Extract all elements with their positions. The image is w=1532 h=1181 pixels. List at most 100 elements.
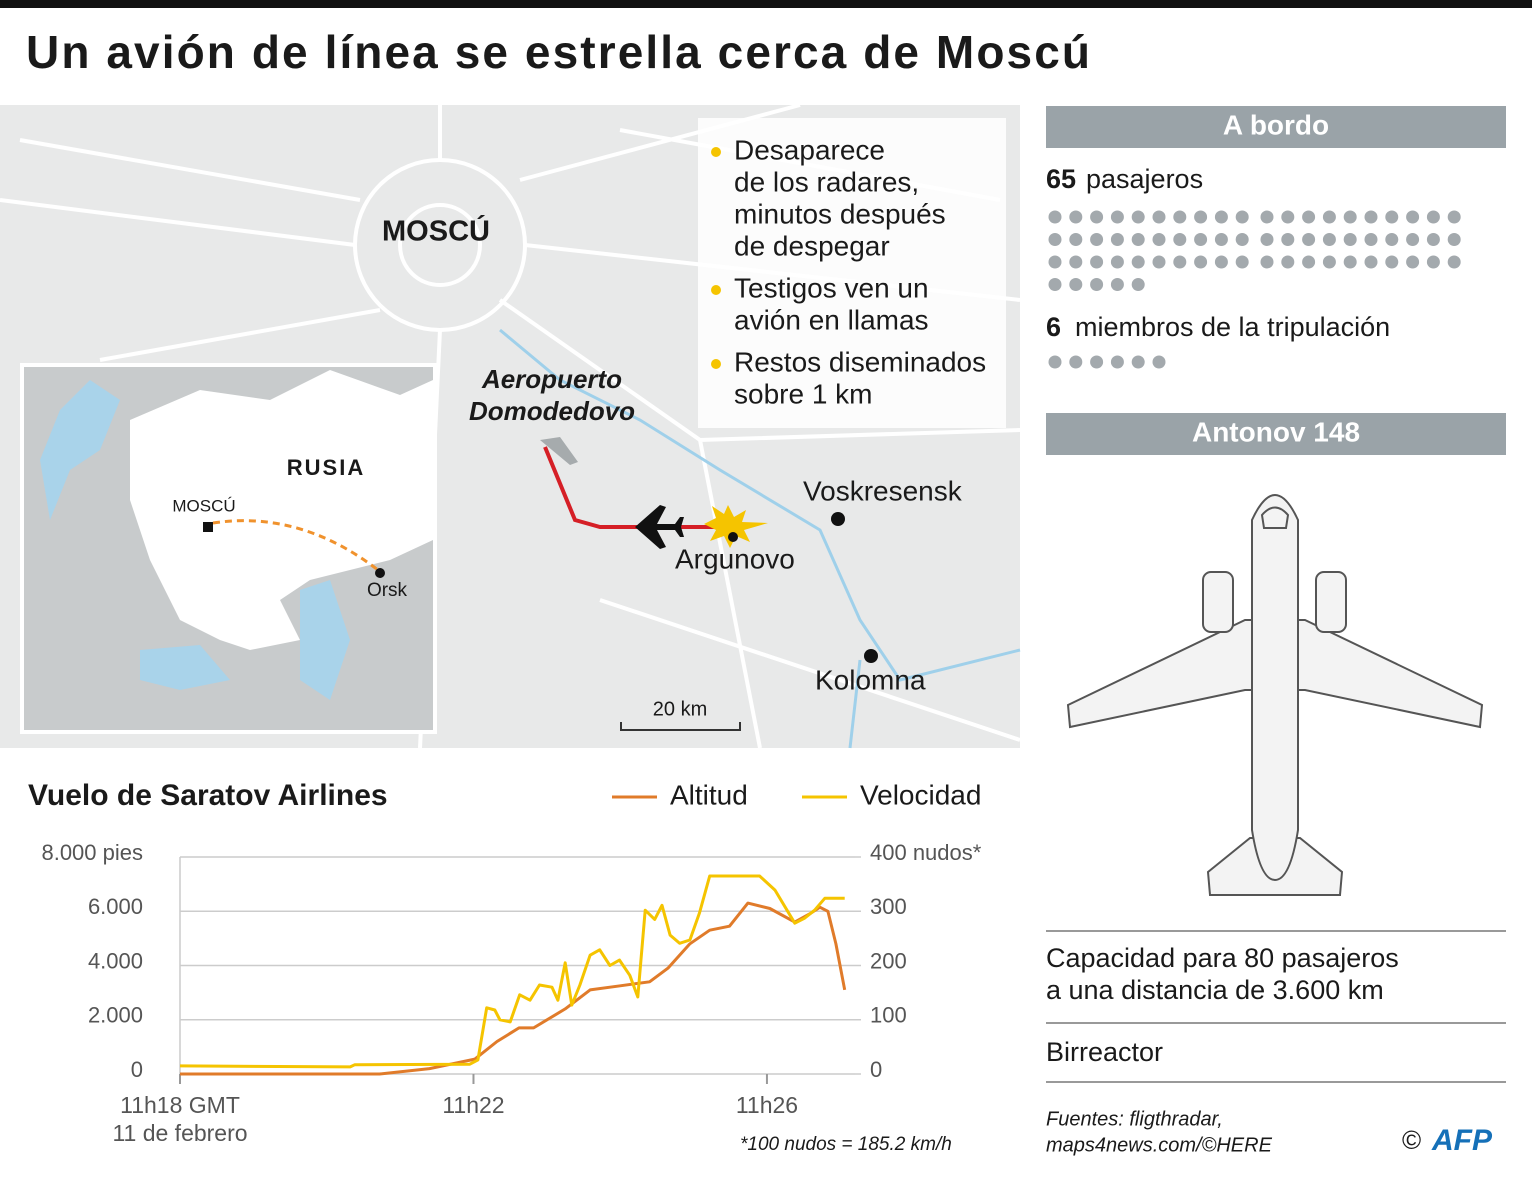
person-dot <box>1110 255 1124 269</box>
person-dot <box>1131 278 1145 291</box>
person-dot <box>1048 210 1062 224</box>
person-dot <box>1260 210 1274 224</box>
person-dot <box>1069 233 1083 246</box>
person-dot <box>1426 210 1440 224</box>
airport-label: Domodedovo <box>469 396 635 426</box>
y2-tick-label: 400 nudos* <box>870 840 982 865</box>
note-text: Restos diseminados <box>734 346 986 377</box>
person-dot <box>1131 233 1145 246</box>
person-dot <box>1447 210 1461 224</box>
series-line <box>179 874 845 1069</box>
x-tick-label: 11h22 <box>442 1092 504 1118</box>
top-bar <box>0 0 1532 8</box>
person-dot <box>1343 255 1357 269</box>
person-dot <box>1194 255 1208 269</box>
person-dot <box>1110 233 1124 246</box>
y-tick-label: 6.000 <box>88 894 143 919</box>
person-dot <box>1426 255 1440 269</box>
person-dot <box>1302 233 1316 246</box>
place-label: Kolomna <box>815 664 926 695</box>
header: Antonov 148 <box>1192 416 1360 447</box>
y-tick-label: 8.000 pies <box>41 840 143 865</box>
x-date-label: 11 de febrero <box>112 1120 247 1146</box>
person-dot <box>1364 255 1378 269</box>
notes-box <box>698 118 1006 428</box>
person-dot <box>1385 255 1399 269</box>
person-dot <box>1302 210 1316 224</box>
y2-tick-label: 100 <box>870 1003 907 1028</box>
person-dot <box>1110 278 1124 291</box>
person-dot <box>1152 355 1166 369</box>
person-dot <box>1048 355 1062 369</box>
y-tick-label: 0 <box>131 1057 143 1082</box>
footnote: *100 nudos = 185.2 km/h <box>740 1134 952 1155</box>
y-tick-label: 4.000 <box>88 948 143 973</box>
person-dot <box>1090 255 1104 269</box>
person-dot <box>1152 233 1166 246</box>
person-dot <box>1260 255 1274 269</box>
crew-label: miembros de la tripulación <box>1075 312 1390 342</box>
person-dot <box>1090 355 1104 369</box>
y2-tick-label: 0 <box>870 1057 882 1082</box>
person-dot <box>1235 255 1249 269</box>
person-dot <box>1194 210 1208 224</box>
person-dot <box>1048 278 1062 291</box>
map: MOSCÚ Aeropuerto Domodedovo Voskresensk … <box>0 103 1021 749</box>
header-box <box>1046 106 1506 148</box>
bullet <box>711 359 721 369</box>
person-dot <box>1048 233 1062 246</box>
person-dot <box>1069 355 1083 369</box>
person-dot <box>1131 210 1145 224</box>
person-dot <box>1406 210 1420 224</box>
person-dot <box>1281 233 1295 246</box>
person-dot <box>1131 255 1145 269</box>
logo: AFP <box>1431 1124 1493 1157</box>
person-dot <box>1090 278 1104 291</box>
person-dot <box>1281 210 1295 224</box>
person-dot <box>1385 210 1399 224</box>
person-dot <box>1447 255 1461 269</box>
spec: a una distancia de 3.600 km <box>1046 975 1384 1005</box>
rivers <box>499 328 1021 749</box>
y2-tick-label: 200 <box>870 948 907 973</box>
person-dot <box>1343 210 1357 224</box>
copyright: © <box>1402 1125 1421 1155</box>
note-text: Desaparece <box>734 134 885 165</box>
person-dot <box>1364 233 1378 246</box>
person-dot <box>1385 233 1399 246</box>
person-dot <box>1131 355 1145 369</box>
aircraft-drawing <box>1066 494 1484 896</box>
person-dot <box>1110 210 1124 224</box>
inset-map: RUSIA MOSCÚ Orsk <box>20 363 437 734</box>
header: A bordo <box>1223 109 1329 140</box>
person-dot <box>1194 233 1208 246</box>
person-dot <box>1214 233 1228 246</box>
y2-tick-label: 300 <box>870 894 907 919</box>
person-dot <box>1343 233 1357 246</box>
bullet <box>711 285 721 295</box>
y-tick-label: 2.000 <box>88 1003 143 1028</box>
runway <box>540 437 578 465</box>
person-dot <box>1173 233 1187 246</box>
person-dot <box>1406 233 1420 246</box>
person-dot <box>1447 233 1461 246</box>
person-dot <box>1152 210 1166 224</box>
people-dots <box>1048 210 1461 369</box>
legend-label: Velocidad <box>860 779 981 810</box>
spec: Capacidad para 80 pasajeros <box>1046 943 1399 973</box>
title: Un avión de línea se estrella cerca de M… <box>26 26 1090 78</box>
passenger-label: pasajeros <box>1086 164 1203 194</box>
scale-bar <box>620 722 741 731</box>
airport-label: Aeropuerto <box>481 364 622 394</box>
person-dot <box>1235 210 1249 224</box>
place-label: Voskresensk <box>803 475 963 506</box>
source: Fuentes: fligthradar, <box>1046 1108 1223 1130</box>
person-dot <box>1364 210 1378 224</box>
plane-icon <box>635 505 684 549</box>
person-dot <box>1069 210 1083 224</box>
person-dot <box>1152 255 1166 269</box>
person-dot <box>1048 255 1062 269</box>
voskresensk-dot <box>831 512 845 526</box>
